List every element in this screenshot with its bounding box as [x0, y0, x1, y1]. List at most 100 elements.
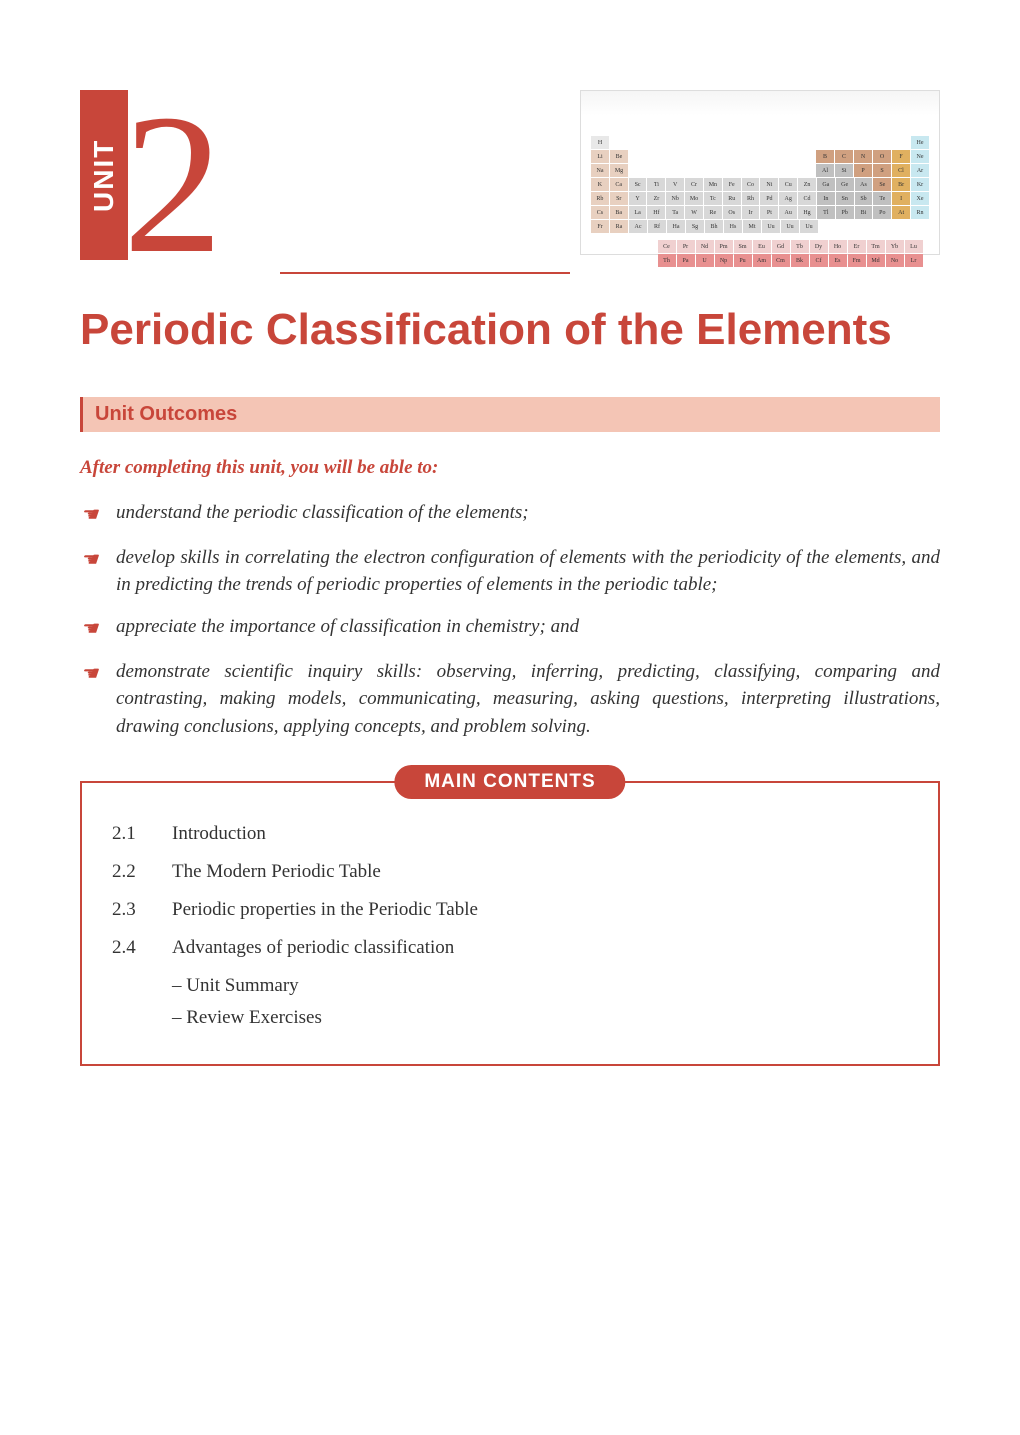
pt-cell: Rf: [648, 220, 666, 233]
pt-cell: Ag: [779, 192, 797, 205]
pt-cell: Sb: [855, 192, 873, 205]
pt-cell: Ba: [610, 206, 628, 219]
pt-cell: Cu: [779, 178, 797, 191]
pt-cell: Li: [591, 150, 609, 163]
pt-cell: Cm: [772, 254, 790, 267]
pt-cell: Zn: [798, 178, 816, 191]
contents-number: 2.3: [112, 899, 172, 921]
pt-cell: Si: [835, 164, 853, 177]
pt-cell: Ac: [629, 220, 647, 233]
outcome-text: demonstrate scientific inquiry skills: o…: [116, 658, 940, 741]
outcome-text: appreciate the importance of classificat…: [116, 613, 579, 641]
pt-cell: In: [817, 192, 835, 205]
pt-cell: V: [666, 178, 684, 191]
hand-pointer-icon: ☚: [80, 501, 98, 530]
pt-cell: Sm: [734, 240, 752, 253]
sub-contents-item: – Review Exercises: [172, 1007, 908, 1029]
pt-cell: O: [873, 150, 891, 163]
pt-cell: Pr: [677, 240, 695, 253]
pt-cell: Rb: [591, 192, 609, 205]
pt-cell: Ra: [610, 220, 628, 233]
contents-item: 2.2The Modern Periodic Table: [112, 861, 908, 883]
pt-cell: Hg: [798, 206, 816, 219]
header-section: UNIT 2 HHeLiBeBCNOFNeNaMgAlSiPSClArKCaSc…: [80, 90, 940, 260]
pt-cell: Hf: [647, 206, 665, 219]
pt-row: FrRaAcRfHaSgBhHsMtUuUuUu: [591, 220, 929, 233]
pt-cell: H: [591, 136, 609, 149]
pt-cell: Fr: [591, 220, 609, 233]
outcome-list: ☚ understand the periodic classification …: [80, 499, 940, 741]
pt-cell: Np: [715, 254, 733, 267]
pt-cell: U: [696, 254, 714, 267]
pt-cell: Tm: [867, 240, 885, 253]
pt-row: CePrNdPmSmEuGdTbDyHoErTmYbLu: [591, 240, 929, 253]
contents-list: 2.1Introduction 2.2The Modern Periodic Ta…: [112, 823, 908, 1029]
pt-cell: Mt: [743, 220, 761, 233]
pt-cell: Pm: [715, 240, 733, 253]
pt-cell: Ho: [829, 240, 847, 253]
pt-cell: C: [835, 150, 853, 163]
pt-cell: Cf: [810, 254, 828, 267]
pt-cell: Pd: [760, 192, 778, 205]
intro-text: After completing this unit, you will be …: [80, 457, 940, 479]
pt-cell: Ha: [667, 220, 685, 233]
pt-cell: Mg: [610, 164, 628, 177]
pt-row: RbSrYZrNbMoTcRuRhPdAgCdInSnSbTeIXe: [591, 192, 929, 205]
pt-cell: Fm: [848, 254, 866, 267]
contents-item: 2.1Introduction: [112, 823, 908, 845]
pt-cell: Rh: [742, 192, 760, 205]
pt-cell: Uu: [781, 220, 799, 233]
outcome-text: understand the periodic classification o…: [116, 499, 529, 527]
pt-cell: At: [892, 206, 910, 219]
pt-cell: Ge: [836, 178, 854, 191]
pt-cell: Yb: [886, 240, 904, 253]
header-underline: [280, 272, 570, 274]
pt-cell: Be: [610, 150, 628, 163]
hand-pointer-icon: ☚: [80, 615, 98, 644]
unit-label: UNIT: [80, 90, 128, 260]
page-title: Periodic Classification of the Elements: [80, 304, 940, 357]
pt-cell: Sg: [686, 220, 704, 233]
pt-cell: Mo: [685, 192, 703, 205]
contents-box: MAIN CONTENTS 2.1Introduction2.2The Mode…: [80, 781, 940, 1066]
pt-row: LiBeBCNOFNe: [591, 150, 929, 163]
pt-cell: Hs: [724, 220, 742, 233]
contents-item: 2.4Advantages of periodic classification: [112, 937, 908, 959]
pt-cell: Ga: [817, 178, 835, 191]
pt-cell: Er: [848, 240, 866, 253]
pt-cell: Tb: [791, 240, 809, 253]
pt-cell: Uu: [800, 220, 818, 233]
pt-cell: Ta: [666, 206, 684, 219]
pt-cell: K: [591, 178, 609, 191]
pt-cell: Gd: [772, 240, 790, 253]
sub-contents-item: – Unit Summary: [172, 975, 908, 997]
pt-cell: Ca: [610, 178, 628, 191]
pt-cell: La: [629, 206, 647, 219]
pt-row: HHe: [591, 136, 929, 149]
pt-cell: Cl: [892, 164, 910, 177]
pt-cell: Nd: [696, 240, 714, 253]
contents-number: 2.4: [112, 937, 172, 959]
pt-row: KCaScTiVCrMnFeCoNiCuZnGaGeAsSeBrKr: [591, 178, 929, 191]
outcome-item: ☚ appreciate the importance of classifica…: [80, 613, 940, 644]
contents-item: 2.3Periodic properties in the Periodic T…: [112, 899, 908, 921]
pt-cell: Pa: [677, 254, 695, 267]
pt-cell: Na: [591, 164, 609, 177]
pt-cell: Cd: [798, 192, 816, 205]
pt-cell: Pb: [836, 206, 854, 219]
pt-row: NaMgAlSiPSClAr: [591, 164, 929, 177]
pt-cell: No: [886, 254, 904, 267]
pt-cell: Sc: [629, 178, 647, 191]
pt-cell: Lu: [905, 240, 923, 253]
pt-cell: Th: [658, 254, 676, 267]
pt-cell: Bh: [705, 220, 723, 233]
pt-cell: Xe: [911, 192, 929, 205]
pt-cell: Ar: [911, 164, 929, 177]
pt-cell: P: [854, 164, 872, 177]
pt-cell: Sn: [836, 192, 854, 205]
contents-text: Periodic properties in the Periodic Tabl…: [172, 899, 478, 921]
contents-number: 2.2: [112, 861, 172, 883]
pt-cell: Os: [723, 206, 741, 219]
pt-cell: Po: [873, 206, 891, 219]
pt-cell: Lr: [905, 254, 923, 267]
